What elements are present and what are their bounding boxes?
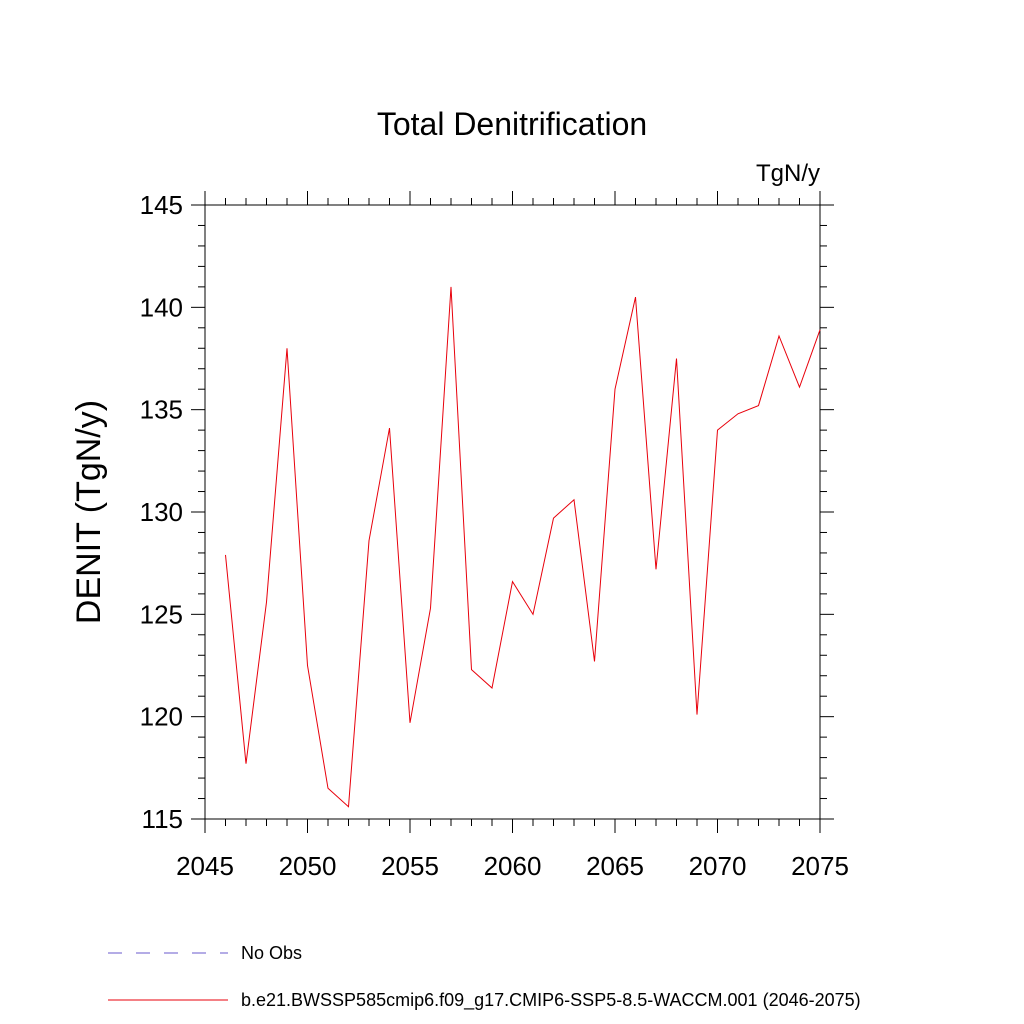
axis-tick-labels: 2045 2050 2055 2060 2065 2070 2075 115 120 125 130… — [140, 190, 849, 881]
series-line-0 — [225, 286, 821, 808]
x-tick-label: 2055 — [381, 851, 439, 881]
series-group — [225, 286, 821, 808]
y-tick-label: 120 — [140, 702, 183, 732]
axis-ticks — [191, 191, 834, 833]
y-tick-label: 130 — [140, 497, 183, 527]
x-tick-label: 2060 — [484, 851, 542, 881]
y-tick-label: 115 — [142, 804, 183, 834]
x-tick-label: 2050 — [279, 851, 337, 881]
y-axis-label: DENIT (TgN/y) — [70, 400, 108, 624]
legend-label-no-obs: No Obs — [241, 943, 302, 963]
x-tick-label: 2070 — [689, 851, 747, 881]
plot-frame — [204, 204, 821, 820]
x-tick-label: 2075 — [791, 851, 849, 881]
units-label: TgN/y — [756, 160, 820, 187]
y-tick-label: 135 — [140, 395, 183, 425]
y-tick-label: 145 — [140, 190, 183, 220]
y-tick-label: 125 — [140, 599, 183, 629]
x-tick-label: 2065 — [586, 851, 644, 881]
x-tick-label: 2045 — [176, 851, 234, 881]
chart-title: Total Denitrification — [377, 106, 647, 142]
legend: No Obs b.e21.BWSSP585cmip6.f09_g17.CMIP6… — [108, 943, 861, 1011]
legend-label-waccm: b.e21.BWSSP585cmip6.f09_g17.CMIP6-SSP5-8… — [241, 990, 861, 1011]
y-tick-label: 140 — [140, 292, 183, 322]
